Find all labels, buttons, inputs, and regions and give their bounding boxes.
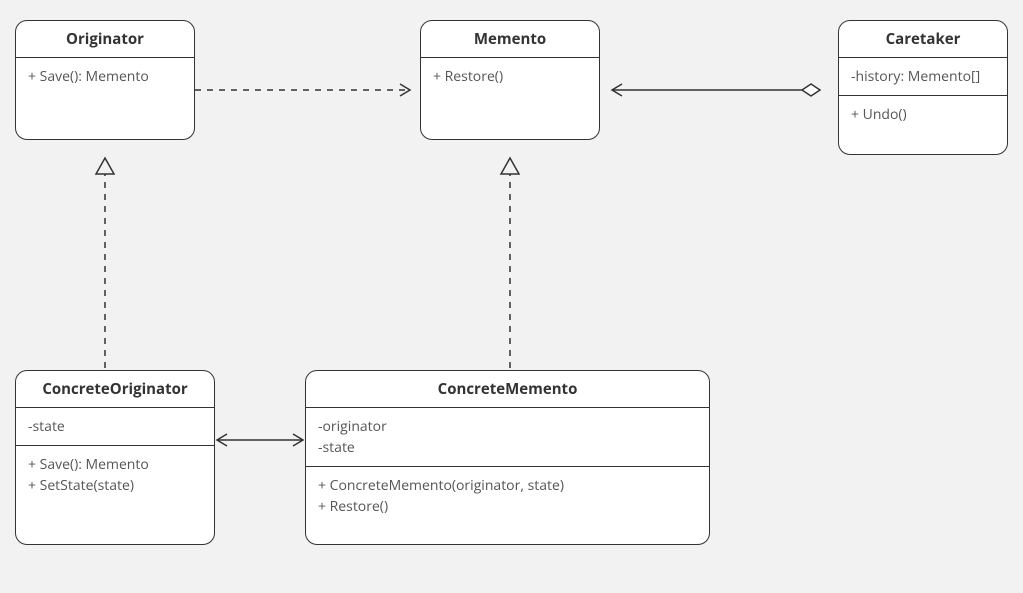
uml-member: + SetState(state) [28, 475, 202, 496]
uml-member: + ConcreteMemento(originator, state) [318, 475, 697, 496]
uml-diagram-canvas: Originator + Save(): Memento Memento + Rest… [0, 0, 1023, 593]
uml-class-originator: Originator + Save(): Memento [15, 20, 195, 140]
uml-member: + Restore() [318, 496, 697, 517]
uml-class-section: -originator-state [306, 408, 709, 466]
uml-class-concrete-memento: ConcreteMemento-originator-state+ Concre… [305, 370, 710, 545]
uml-class-caretaker: Caretaker -history: Memento[] + Undo() [838, 20, 1008, 155]
uml-member: + Restore() [433, 66, 587, 87]
uml-class-section: + Restore() [421, 58, 599, 95]
uml-member: -history: Memento[] [851, 66, 995, 87]
uml-member: + Save(): Memento [28, 66, 182, 87]
uml-class-title: ConcreteMemento [306, 371, 709, 408]
uml-member: -state [318, 437, 697, 458]
uml-class-section: -state [16, 408, 214, 445]
uml-class-section: + Save(): Memento+ SetState(state) [16, 445, 214, 504]
uml-class-title: ConcreteOriginator [16, 371, 214, 408]
uml-class-section: -history: Memento[] [839, 58, 1007, 95]
uml-member: + Save(): Memento [28, 454, 202, 475]
uml-class-concrete-originator: ConcreteOriginator -state + Save(): Mement… [15, 370, 215, 545]
uml-class-section: + Undo() [839, 95, 1007, 133]
uml-class-memento: Memento + Restore() [420, 20, 600, 140]
uml-class-title: Memento [421, 21, 599, 58]
uml-class-title: Originator [16, 21, 194, 58]
uml-member: + Undo() [851, 104, 995, 125]
uml-class-title: Caretaker [839, 21, 1007, 58]
uml-class-section: + ConcreteMemento(originator, state)+ Re… [306, 466, 709, 525]
uml-class-section: + Save(): Memento [16, 58, 194, 95]
uml-member: -originator [318, 416, 697, 437]
uml-member: -state [28, 416, 202, 437]
